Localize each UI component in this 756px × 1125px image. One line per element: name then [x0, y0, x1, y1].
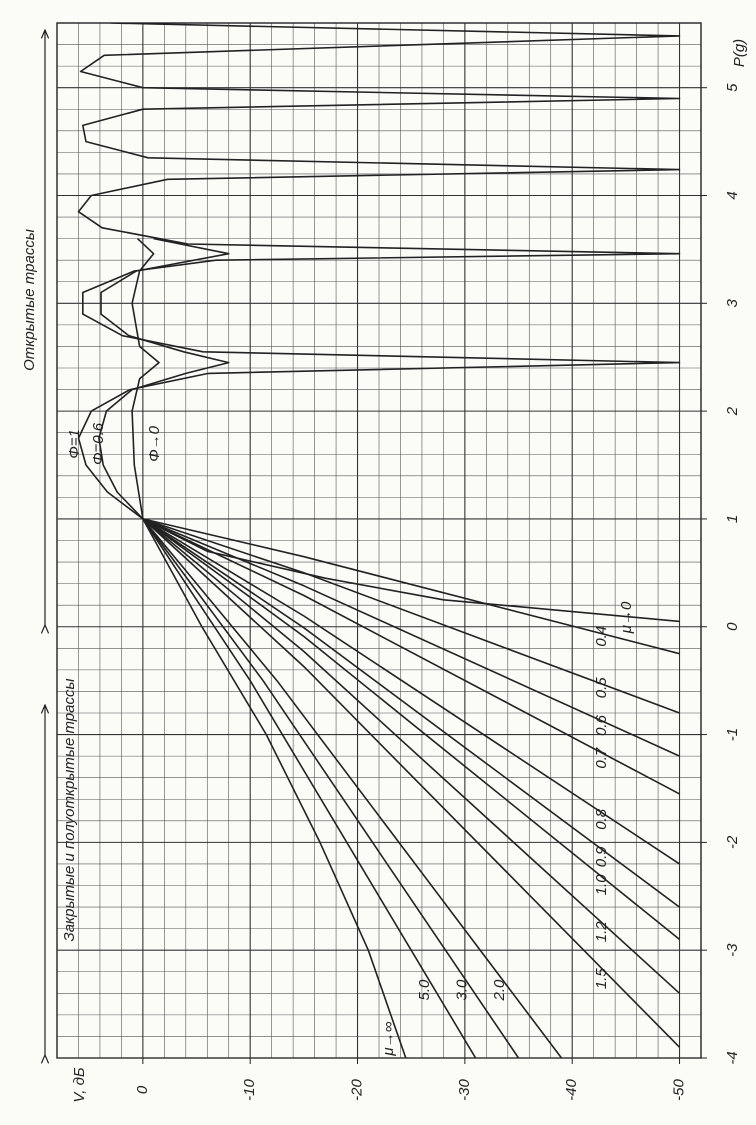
x-tick-label: -2 — [724, 835, 741, 849]
curve — [142, 518, 681, 994]
curve — [142, 518, 681, 941]
series-label: 1.2 — [593, 921, 610, 943]
series-label: Φ=0.6 — [90, 422, 107, 465]
series-label: 0.4 — [593, 626, 610, 647]
y-tick-label: 0 — [134, 1085, 151, 1094]
y-tick-label: -50 — [671, 1079, 688, 1101]
series-label: μ→0 — [618, 601, 635, 634]
series-label: Φ=1 — [66, 429, 83, 459]
series-label: 0.5 — [593, 677, 610, 699]
curve — [142, 518, 680, 714]
series-label: 1.5 — [593, 968, 610, 990]
y-tick-label: -30 — [456, 1079, 473, 1101]
curve — [142, 518, 680, 908]
curve — [142, 518, 681, 1048]
curve — [98, 237, 230, 520]
series-label: 5.0 — [416, 979, 433, 1001]
y-tick-label: -40 — [563, 1079, 580, 1101]
series-label: 3.0 — [454, 979, 471, 1001]
curve — [142, 518, 680, 623]
x-tick-label: 1 — [724, 515, 741, 523]
x-tick-label: -3 — [724, 943, 741, 957]
curve — [77, 23, 681, 520]
curve — [142, 518, 680, 795]
rotated-plot: Открытые трассы Закрытые и полуоткрытые … — [21, 22, 748, 1103]
x-tick-label: -4 — [724, 1051, 741, 1064]
y-tick-label: -10 — [241, 1079, 258, 1101]
curve — [131, 238, 160, 520]
y-tick-label: -20 — [349, 1079, 366, 1101]
x-tick-label: -1 — [724, 728, 741, 741]
x-axis-label: P(g) — [731, 39, 748, 67]
x-tick-label: 2 — [724, 406, 741, 416]
series-label: Φ→0 — [146, 425, 163, 462]
y-axis-label: V, дБ — [71, 1067, 88, 1103]
curve — [142, 518, 680, 865]
x-tick-label: 0 — [724, 622, 741, 631]
curve — [142, 518, 680, 655]
series-label: 1.0 — [593, 874, 610, 896]
x-tick-label: 4 — [724, 191, 741, 199]
annotation: Открытые трассы — [21, 229, 38, 371]
curve — [142, 518, 407, 1058]
x-tick-label: 5 — [724, 83, 741, 92]
curve — [142, 518, 477, 1058]
series-label: 2.0 — [491, 979, 508, 1002]
series-label: 0.6 — [593, 714, 610, 736]
curve — [142, 518, 680, 757]
series-label: 0.8 — [593, 808, 610, 830]
series-label: μ→∞ — [380, 1021, 397, 1056]
curve — [142, 518, 520, 1058]
x-tick-label: 3 — [724, 298, 741, 307]
series-label: 0.9 — [593, 846, 610, 868]
annotation: Закрытые и полуоткрытые трассы — [61, 678, 78, 941]
series-label: 0.7 — [593, 747, 610, 769]
plot-area — [77, 23, 681, 1058]
curve — [142, 518, 563, 1058]
